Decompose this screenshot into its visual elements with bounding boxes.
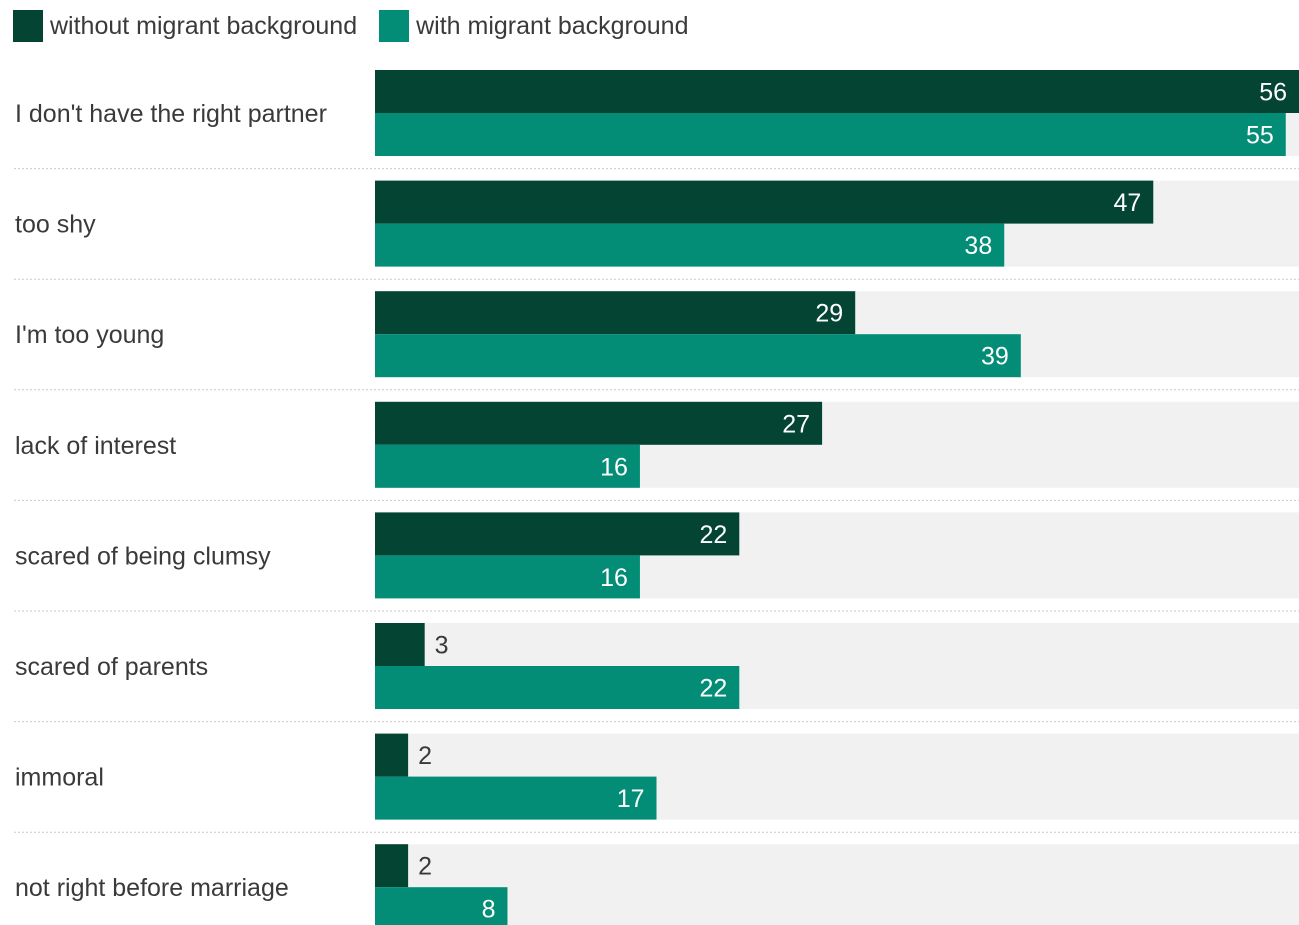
bar-without-migrant-row-6 <box>375 733 409 777</box>
bar-with-migrant-row-6 <box>375 776 657 820</box>
legend: without migrant background with migrant … <box>13 8 711 44</box>
category-label-row-2: I'm too young <box>15 321 164 349</box>
value-label-with-migrant-row-1: 38 <box>964 232 992 260</box>
bar-without-migrant-row-2 <box>375 291 856 335</box>
bar-with-migrant-row-0 <box>375 113 1286 156</box>
category-label-row-0: I don't have the right partner <box>15 100 327 128</box>
value-label-with-migrant-row-5: 22 <box>699 675 727 703</box>
bar-without-migrant-row-4 <box>375 512 740 556</box>
bar-with-migrant-row-7 <box>375 887 508 925</box>
value-label-without-migrant-row-1: 47 <box>1113 189 1141 217</box>
legend-label-with-migrant: with migrant background <box>416 11 689 40</box>
bar-without-migrant-row-0 <box>375 70 1299 113</box>
value-label-without-migrant-row-7: 2 <box>418 853 432 881</box>
value-label-with-migrant-row-3: 16 <box>600 453 628 481</box>
bar-with-migrant-row-2 <box>375 334 1021 378</box>
category-label-row-5: scared of parents <box>15 653 208 681</box>
legend-item-without-migrant: without migrant background <box>13 10 357 42</box>
bar-with-migrant-row-5 <box>375 666 740 709</box>
category-label-row-7: not right before marriage <box>15 874 289 902</box>
value-label-without-migrant-row-5: 3 <box>435 632 449 660</box>
bar-without-migrant-row-1 <box>375 180 1154 224</box>
legend-swatch-with-migrant <box>379 10 410 42</box>
category-label-row-6: immoral <box>15 764 104 792</box>
legend-item-with-migrant: with migrant background <box>379 10 689 42</box>
legend-label-without-migrant: without migrant background <box>50 11 358 40</box>
category-label-row-1: too shy <box>15 211 96 239</box>
value-label-without-migrant-row-0: 56 <box>1259 79 1287 107</box>
value-label-with-migrant-row-2: 39 <box>981 343 1009 371</box>
value-label-without-migrant-row-2: 29 <box>815 300 843 328</box>
bar-track-row-7 <box>375 844 1299 925</box>
bar-without-migrant-row-7 <box>375 844 409 888</box>
bar-with-migrant-row-3 <box>375 444 640 488</box>
value-label-with-migrant-row-0: 55 <box>1246 122 1274 150</box>
bar-with-migrant-row-1 <box>375 223 1005 267</box>
value-label-without-migrant-row-3: 27 <box>782 410 810 438</box>
bar-without-migrant-row-5 <box>375 623 425 666</box>
value-label-without-migrant-row-4: 22 <box>699 521 727 549</box>
value-label-with-migrant-row-4: 16 <box>600 564 628 592</box>
legend-swatch-without-migrant <box>13 10 43 42</box>
bar-without-migrant-row-3 <box>375 401 823 445</box>
bar-with-migrant-row-4 <box>375 555 640 599</box>
value-label-with-migrant-row-6: 17 <box>617 785 645 813</box>
value-label-without-migrant-row-6: 2 <box>418 742 432 770</box>
category-label-row-3: lack of interest <box>15 432 176 460</box>
category-label-row-4: scared of being clumsy <box>15 542 271 570</box>
value-label-with-migrant-row-7: 8 <box>482 896 496 924</box>
